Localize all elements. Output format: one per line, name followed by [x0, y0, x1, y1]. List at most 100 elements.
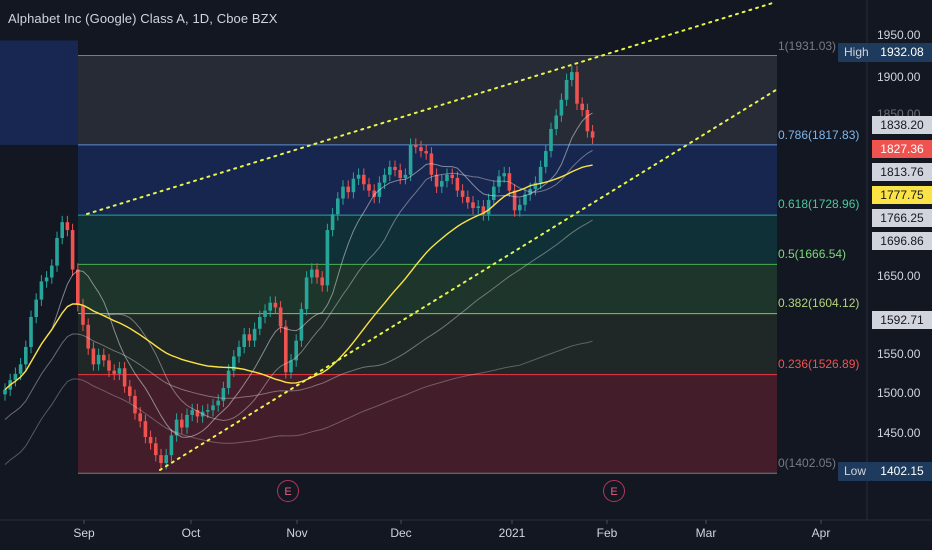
candle-body: [226, 370, 231, 389]
price-tag: 1813.76: [872, 163, 932, 181]
candle-body: [50, 265, 54, 278]
time-label: 2021: [498, 526, 526, 540]
candle-body: [273, 302, 278, 308]
fib-label-0786: 0.786(1817.83): [778, 128, 860, 142]
candle-body: [403, 174, 408, 178]
candle-body: [143, 421, 148, 437]
candle-body: [330, 214, 335, 231]
candle-body: [169, 435, 174, 456]
candle-body: [200, 411, 205, 417]
candle-body: [102, 354, 106, 361]
candle-body: [429, 153, 434, 175]
fib-label-0236: 0.236(1526.89): [778, 357, 860, 371]
ma-line-long: [4, 219, 593, 420]
price-tick: 1500.00: [877, 386, 921, 400]
candle-body: [18, 364, 23, 374]
price-tick: 1450.00: [877, 426, 921, 440]
fib-zone: [78, 313, 777, 375]
earnings-event-marker[interactable]: E: [603, 480, 625, 502]
candle-body: [408, 144, 413, 175]
candle-body: [310, 269, 314, 278]
price-tag: 1696.86: [872, 232, 932, 250]
candle-body: [356, 174, 361, 179]
price-tag: 1766.25: [872, 209, 932, 227]
candle-body: [190, 410, 194, 415]
candle-body: [570, 72, 574, 80]
candle-body: [481, 206, 486, 215]
candle-body: [554, 115, 558, 129]
ma-line-longest: [4, 340, 593, 465]
candle-body: [528, 188, 532, 195]
candle-body: [518, 204, 522, 211]
candle-body: [13, 373, 18, 381]
fib-label-05: 0.5(1666.54): [778, 247, 847, 261]
candle-body: [466, 196, 470, 203]
candle-body: [148, 436, 153, 444]
candle-body: [232, 356, 236, 371]
fib-extension-zone: [0, 40, 78, 145]
candle-body: [367, 184, 371, 191]
ma-price-tag: 1777.75: [872, 186, 932, 204]
time-label: Nov: [286, 526, 308, 540]
candle-body: [299, 309, 304, 341]
fib-label-0618: 0.618(1728.96): [778, 197, 860, 211]
candle-body: [185, 414, 189, 428]
fib-zone: [78, 215, 777, 265]
candle-body: [96, 354, 101, 365]
candle-body: [320, 277, 324, 286]
candle-body: [388, 166, 392, 175]
candle-body: [107, 360, 111, 371]
trendline-lower: [159, 89, 777, 471]
candle-body: [304, 277, 309, 310]
candle-body: [336, 198, 340, 215]
ma-line-yellow: [4, 164, 593, 391]
candle-body: [450, 174, 454, 178]
candle-body: [512, 190, 517, 211]
fib-zone: [78, 144, 777, 216]
candle-body: [284, 326, 288, 373]
fib-label-0: 0(1402.05): [778, 456, 837, 470]
candle-body: [419, 147, 423, 152]
candle-body: [34, 299, 38, 317]
candle-body: [440, 181, 444, 187]
time-label: Dec: [390, 526, 412, 540]
candle-body: [242, 334, 246, 347]
candle-body: [549, 128, 553, 152]
price-axis-panel: [867, 0, 932, 520]
candle-body: [278, 307, 283, 327]
candle-body: [382, 174, 387, 183]
candle-body: [434, 174, 439, 187]
candle-body: [122, 368, 127, 387]
candle-body: [523, 194, 527, 205]
time-label: Sep: [73, 526, 95, 540]
price-tick: 1950.00: [877, 28, 921, 42]
chart-title: Alphabet Inc (Google) Class A, 1D, Cboe …: [8, 11, 278, 26]
candle-body: [128, 386, 132, 396]
time-label: Mar: [695, 526, 717, 540]
candle-body: [294, 340, 298, 361]
candle-body: [164, 455, 168, 464]
candle-body: [133, 395, 137, 414]
fib-zone: [78, 55, 777, 145]
candle-body: [533, 182, 538, 189]
candle-body: [206, 410, 210, 412]
candle-body: [455, 177, 460, 191]
candle-body: [507, 173, 512, 191]
candle-body: [585, 110, 590, 132]
candle-body: [575, 72, 579, 104]
candle-body: [258, 316, 262, 329]
candle-body: [211, 405, 215, 411]
low-price-tag: 1402.15: [872, 462, 932, 481]
price-tag: 1592.71: [872, 311, 932, 329]
candle-body: [538, 166, 543, 183]
candle-body: [174, 419, 179, 436]
fib-label-0382: 0.382(1604.12): [778, 296, 860, 310]
candle-body: [3, 389, 7, 395]
candle-body: [351, 178, 356, 193]
earnings-event-marker[interactable]: E: [277, 480, 299, 502]
candle-body: [502, 173, 506, 177]
trendline-upper: [86, 1, 777, 215]
candle-body: [497, 176, 501, 187]
